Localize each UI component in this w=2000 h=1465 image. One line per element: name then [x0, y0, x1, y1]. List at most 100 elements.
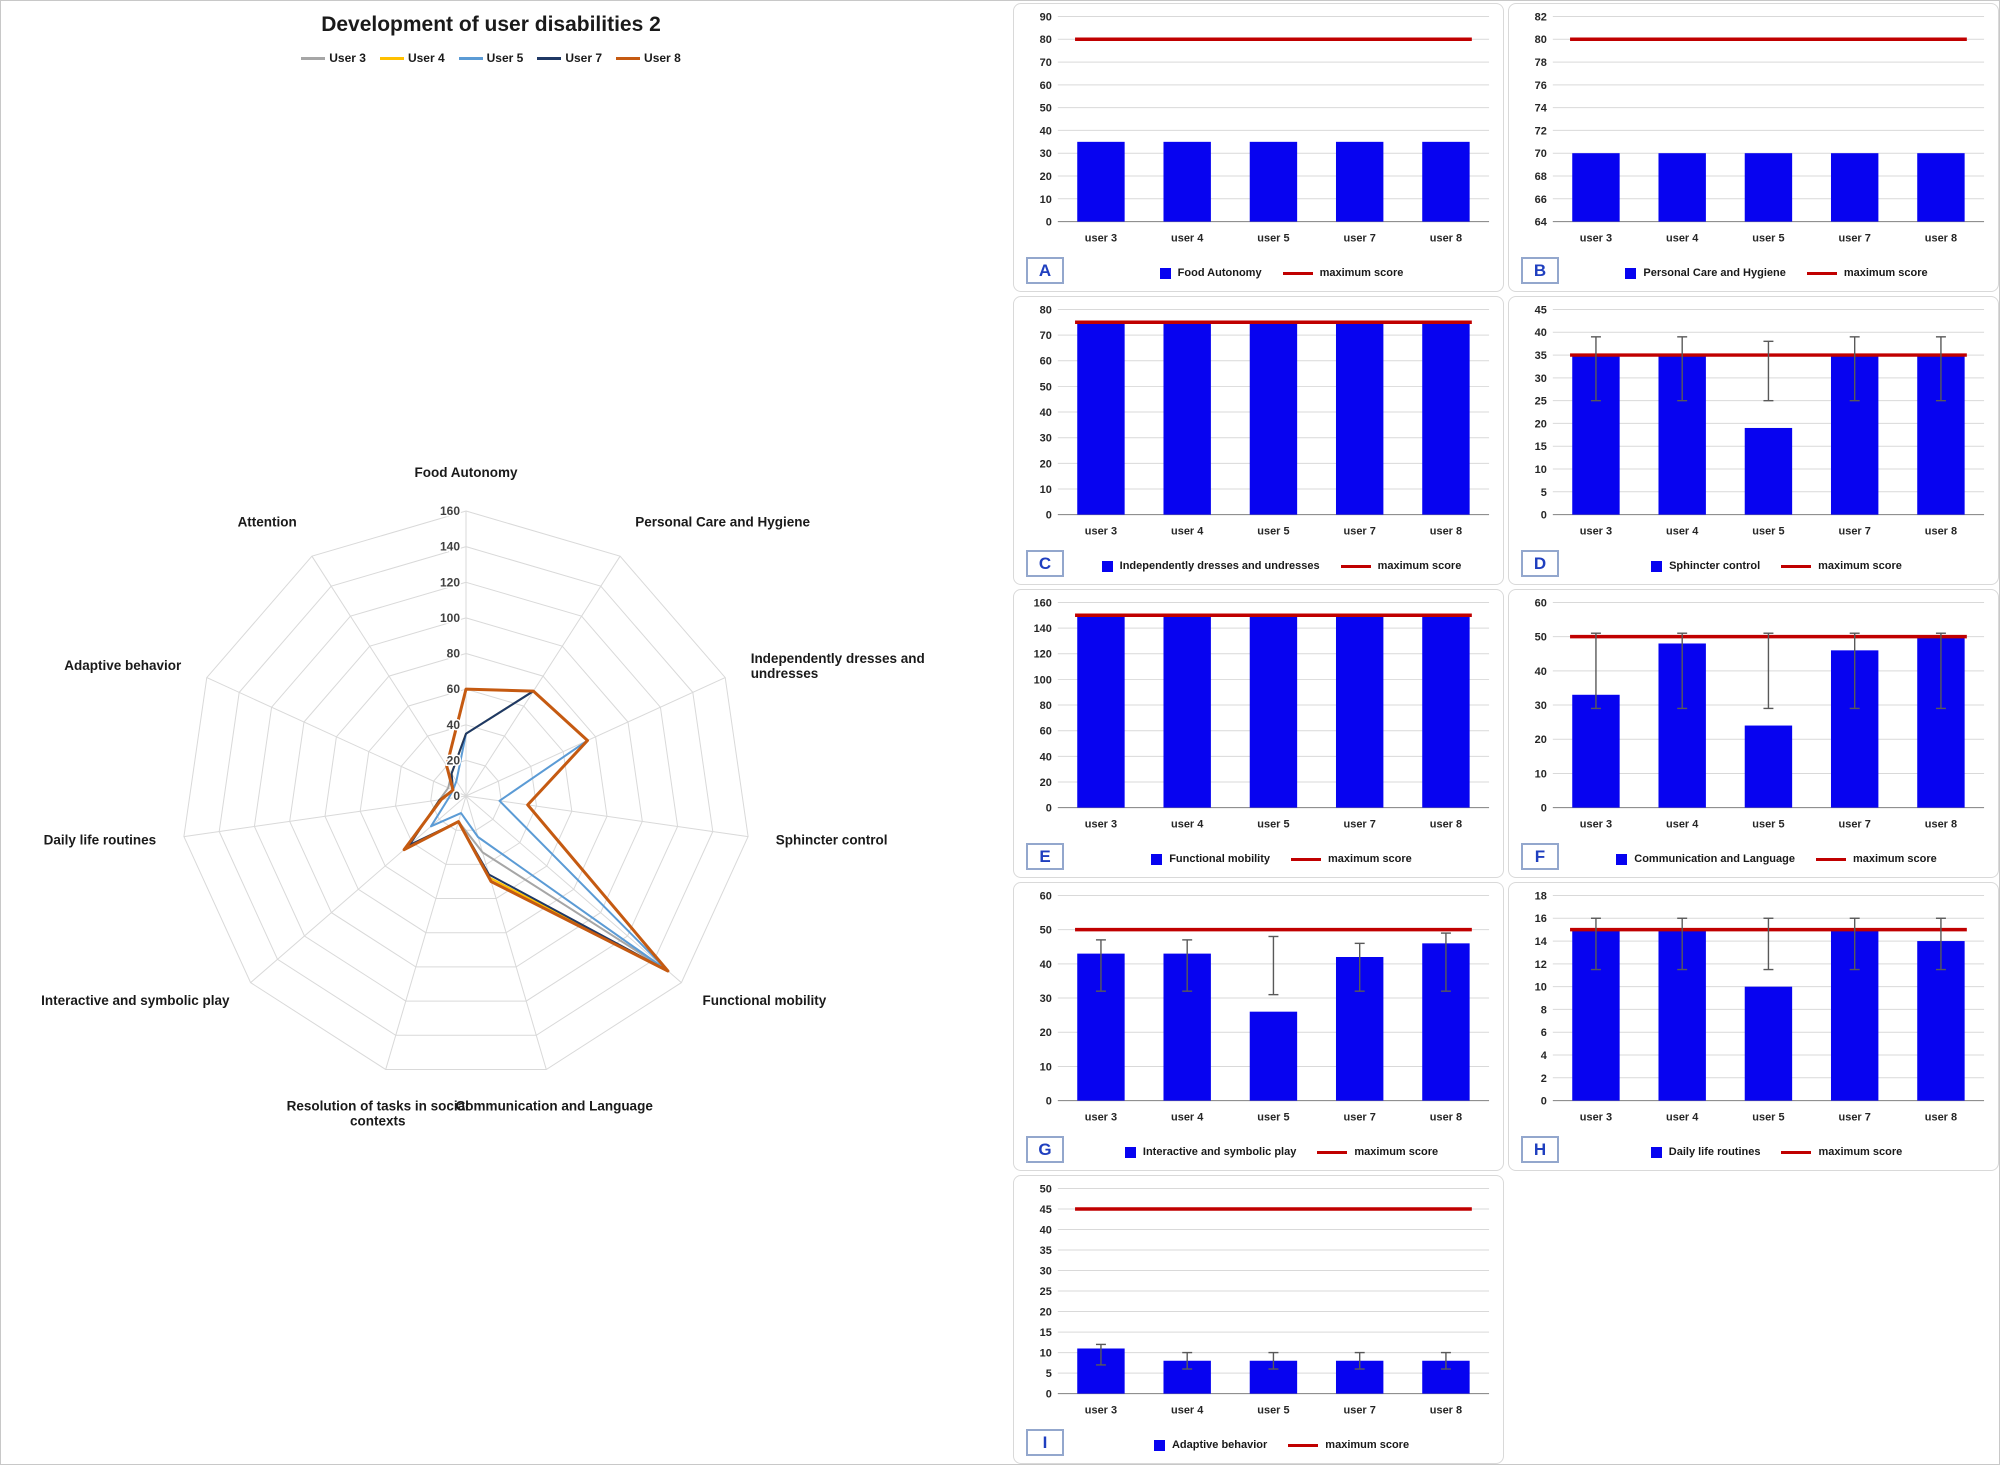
y-tick-label: 10	[1535, 768, 1547, 780]
chart-legend-F: Communication and Language maximum score	[1563, 853, 1990, 865]
y-tick-label: 60	[1535, 597, 1547, 609]
max-score-swatch	[1291, 857, 1322, 861]
x-tick-label: user 7	[1344, 819, 1376, 831]
y-tick-label: 30	[1040, 1266, 1052, 1278]
y-tick-label: 45	[1535, 304, 1547, 316]
bar	[1077, 322, 1125, 515]
x-tick-label: user 7	[1344, 1405, 1376, 1417]
x-tick-label: user 4	[1666, 1112, 1699, 1124]
x-tick-label: user 8	[1430, 1112, 1462, 1124]
x-tick-label: user 7	[1344, 233, 1376, 245]
radar-axis-tick: 40	[447, 718, 461, 732]
x-tick-label: user 7	[1839, 526, 1871, 538]
y-tick-label: 80	[1040, 34, 1052, 46]
radar-category-label: Functional mobility	[703, 993, 827, 1008]
chart-legend-C: Independently dresses and undresses maxim…	[1068, 560, 1495, 572]
y-tick-label: 100	[1034, 674, 1052, 686]
legend-label: User 7	[565, 51, 603, 65]
max-score-label: maximum score	[1843, 267, 1928, 279]
x-tick-label: user 5	[1257, 1112, 1289, 1124]
panel-letter-D: D	[1521, 550, 1559, 577]
legend-line-swatch	[379, 56, 404, 60]
bar	[1744, 427, 1793, 515]
legend-item: User 7	[537, 51, 602, 65]
x-tick-label: user 3	[1580, 233, 1612, 245]
y-tick-label: 10	[1040, 1348, 1052, 1360]
radar-series-user-3	[407, 690, 669, 972]
y-tick-label: 15	[1040, 1327, 1052, 1339]
legend-label: User 5	[486, 51, 524, 65]
bar	[1572, 153, 1620, 222]
y-tick-label: 16	[1535, 913, 1547, 925]
y-tick-label: 74	[1535, 103, 1548, 115]
chart-legend-B: Personal Care and Hygiene maximum score	[1563, 267, 1990, 279]
max-score-swatch	[1781, 564, 1812, 568]
x-tick-label: user 5	[1257, 233, 1289, 245]
y-tick-label: 10	[1040, 1061, 1052, 1073]
x-tick-label: user 5	[1257, 1405, 1289, 1417]
radar-axis-tick: 80	[447, 647, 461, 661]
bar	[1572, 694, 1620, 808]
x-tick-label: user 7	[1839, 819, 1871, 831]
legend-item: User 5	[458, 51, 524, 65]
x-tick-label: user 3	[1085, 819, 1117, 831]
y-tick-label: 30	[1040, 993, 1052, 1005]
y-tick-label: 20	[1535, 418, 1547, 430]
panel-letter-B: B	[1521, 257, 1559, 284]
radar-spoke	[311, 555, 467, 797]
radar-category-label: Daily life routines	[44, 833, 157, 848]
y-tick-label: 70	[1535, 148, 1547, 160]
max-score-label: maximum score	[1818, 560, 1902, 572]
bar-chart-F: 60 50 40 30 20 10 0 user 3 user 4 user 5 user 7 use…	[1535, 597, 1985, 831]
y-tick-label: 30	[1040, 148, 1052, 160]
y-tick-label: 60	[1040, 726, 1052, 738]
y-tick-label: 4	[1541, 1050, 1548, 1062]
x-tick-label: user 3	[1085, 233, 1117, 245]
max-score-label: maximum score	[1325, 1439, 1410, 1451]
radar-category-label: Food Autonomy	[415, 465, 518, 480]
radar-spoke	[250, 795, 467, 983]
max-score-label: maximum score	[1377, 560, 1462, 572]
bar	[1077, 615, 1125, 808]
series-swatch	[1101, 560, 1113, 572]
bar-chart-B: 82 80 78 76 74 72 70 68 66 64 user 3 user 4 user 5 us…	[1535, 11, 1985, 245]
y-tick-label: 10	[1535, 464, 1547, 476]
chart-panel-D: 45 40 35 30 25 20 15 10 5 0 user 3 user 4 user 5 user…	[1508, 296, 1999, 585]
series-label: Functional mobility	[1169, 853, 1271, 865]
y-tick-label: 50	[1040, 1183, 1052, 1195]
y-tick-label: 30	[1535, 700, 1547, 712]
bar	[1335, 322, 1384, 515]
radar-grid-ring	[289, 617, 643, 968]
legend-line-swatch	[458, 56, 483, 60]
y-tick-label: 0	[1046, 510, 1052, 522]
y-tick-label: 50	[1040, 381, 1052, 393]
bar	[1249, 615, 1298, 808]
x-tick-label: user 4	[1171, 233, 1204, 245]
series-swatch	[1151, 853, 1163, 865]
series-label: Personal Care and Hygiene	[1643, 267, 1786, 279]
y-tick-label: 40	[1040, 751, 1052, 763]
radar-category-label: Personal Care and Hygiene	[635, 515, 810, 530]
bar	[1422, 141, 1470, 222]
y-tick-label: 140	[1034, 623, 1052, 635]
radar-grid-ring	[183, 510, 749, 1070]
y-tick-label: 0	[1541, 1096, 1547, 1108]
y-tick-label: 0	[1046, 217, 1052, 229]
chart-panel-I: 50 45 40 35 30 25 20 15 10 5 0 user 3 user 4 user 5 us…	[1013, 1175, 1504, 1464]
radar-category-label: Interactive and symbolic play	[41, 993, 230, 1008]
y-tick-label: 25	[1040, 1286, 1052, 1298]
max-score-label: maximum score	[1328, 853, 1412, 865]
legend-item: User 4	[379, 51, 445, 65]
bar	[1422, 322, 1470, 515]
y-tick-label: 30	[1535, 373, 1547, 385]
chart-panel-A: 90 80 70 60 50 40 30 20 10 0 user 3 user 4 user 5 use…	[1013, 3, 1504, 292]
y-tick-label: 120	[1034, 649, 1052, 661]
series-swatch	[1159, 267, 1171, 279]
y-tick-label: 0	[1541, 510, 1547, 522]
bar	[1249, 1011, 1298, 1101]
bar	[1830, 153, 1879, 222]
radar-axis-tick: 100	[440, 611, 460, 625]
series-label: Communication and Language	[1634, 853, 1795, 865]
chart-legend-E: Functional mobility maximum score	[1068, 853, 1495, 865]
